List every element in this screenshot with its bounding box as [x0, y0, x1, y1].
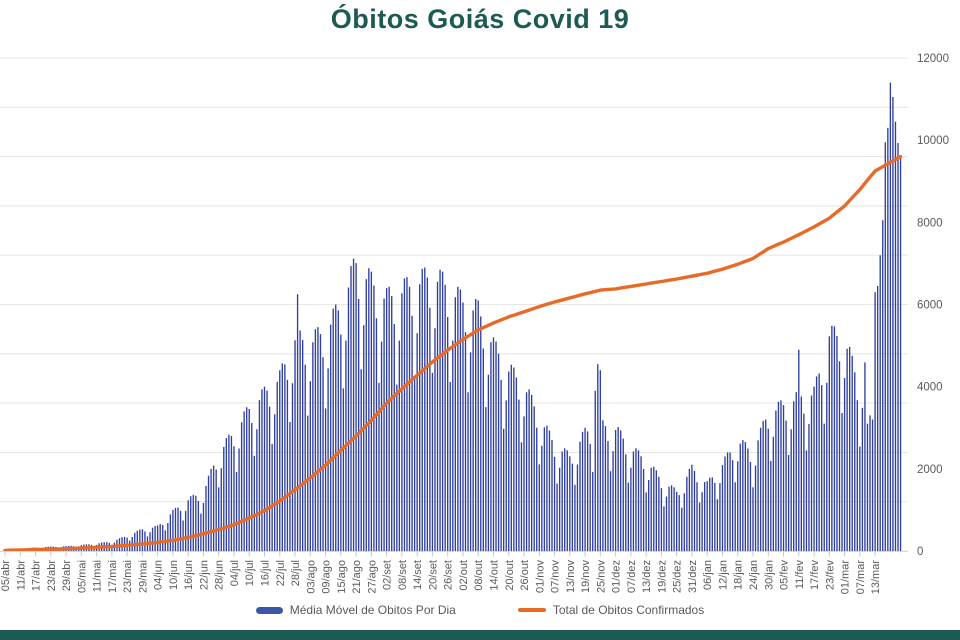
legend-line-label: Total de Obitos Confirmados [552, 603, 705, 617]
y-axis-labels: 0 2000 4000 6000 8000 10000 12000 [917, 53, 949, 558]
x-axis-label: 07/mar [855, 560, 867, 595]
y-axis-label: 0 [917, 546, 923, 558]
x-axis-label: 25/dez [672, 560, 684, 593]
x-axis-label: 07/dez [626, 560, 638, 593]
x-axis-label: 03/ago [305, 560, 317, 594]
x-axis-label: 30/jan [763, 560, 775, 590]
gridlines [0, 57, 908, 552]
x-axis-label: 16/jun [183, 560, 195, 590]
x-axis-label: 16/jul [260, 560, 272, 586]
y-axis-label: 8000 [917, 217, 943, 229]
x-axis-label: 18/jan [733, 560, 745, 590]
legend-bars-label: Média Móvel de Obitos Por Dia [289, 603, 456, 617]
x-axis-label: 19/dez [656, 560, 668, 593]
footer-accent-bar [0, 630, 960, 640]
page-title: Óbitos Goiás Covid 19 [330, 4, 630, 34]
x-axis-label: 28/jul [290, 560, 302, 586]
x-axis-label: 19/nov [580, 560, 592, 594]
chart-legend: Média Móvel de Obitos Por Dia Total de O… [0, 603, 960, 617]
x-axis-label: 23/fev [824, 560, 836, 590]
x-axis-label: 11/mai [92, 560, 104, 592]
x-axis-label: 14/set [412, 560, 424, 590]
x-axis-label: 17/abr [31, 560, 43, 592]
x-axis-label: 07/nov [550, 560, 562, 594]
y-axis-label: 6000 [917, 300, 943, 312]
x-axis: 05/abr 11/abr 17/abr 23/abr 29/abr 05/mai 11/m… [0, 551, 908, 595]
y-axis-label: 4000 [917, 382, 943, 394]
x-axis-label: 10/jul [244, 560, 256, 586]
x-axis-label: 01/nov [534, 560, 546, 594]
x-axis-label: 10/jun [168, 560, 180, 590]
x-axis-label: 11/fev [794, 560, 806, 590]
x-axis-label: 15/ago [336, 560, 348, 594]
x-axis-label: 04/jun [153, 560, 165, 590]
x-axis-label: 08/out [473, 560, 485, 591]
x-axis-label: 20/set [427, 560, 439, 590]
x-axis-label: 14/out [489, 560, 501, 591]
x-axis-label: 27/ago [366, 560, 378, 594]
x-axis-label: 01/dez [611, 560, 623, 593]
x-axis-label: 11/abr [15, 560, 27, 591]
x-axis-label: 17/fev [809, 560, 821, 590]
x-axis-label: 13/nov [565, 560, 577, 594]
x-axis-label: 22/jul [275, 560, 287, 586]
x-axis-label: 22/jun [198, 560, 210, 590]
x-axis-label: 04/jul [229, 560, 241, 586]
x-axis-label: 12/jan [718, 560, 730, 590]
x-axis-label: 29/abr [61, 560, 73, 592]
y-axis-label: 2000 [917, 464, 943, 476]
x-axis-label: 02/out [458, 560, 470, 591]
x-axis-label: 20/out [504, 560, 516, 591]
x-axis-label: 31/dez [687, 560, 699, 593]
x-axis-label: 08/set [397, 560, 409, 590]
x-axis-label: 13/mar [870, 560, 882, 595]
x-axis-label: 23/mai [122, 560, 134, 593]
total-line [3, 154, 903, 553]
total-line-path [3, 154, 903, 553]
x-axis-label: 21/ago [351, 560, 363, 594]
x-axis-label: 05/mai [76, 560, 88, 593]
x-axis-label: 05/abr [0, 560, 12, 592]
x-axis-label: 02/set [382, 560, 394, 590]
bars-series [4, 82, 902, 551]
x-axis-label: 25/nov [595, 560, 607, 594]
legend-item-bars: Média Móvel de Obitos Por Dia [255, 603, 456, 617]
x-axis-label: 13/dez [641, 560, 653, 593]
x-axis-label: 06/jan [702, 560, 714, 590]
x-axis-label: 26/set [443, 560, 455, 590]
bar-series-swatch-icon [255, 606, 283, 614]
x-axis-label: 29/mai [137, 560, 149, 593]
y-axis-label: 12000 [917, 53, 949, 65]
x-axis-label: 09/ago [321, 560, 333, 594]
y-axis-label: 10000 [917, 135, 949, 147]
x-axis-label: 17/mai [107, 560, 119, 593]
x-axis-label: 01/mar [840, 560, 852, 595]
x-axis-label: 05/fev [779, 560, 791, 590]
x-axis-label: 24/jan [748, 560, 760, 590]
x-axis-label: 23/abr [46, 560, 58, 592]
x-axis-label: 28/jun [214, 560, 226, 590]
x-axis-label: 26/out [519, 560, 531, 591]
legend-item-line: Total de Obitos Confirmados [517, 603, 705, 617]
line-series-swatch-icon [517, 608, 546, 612]
